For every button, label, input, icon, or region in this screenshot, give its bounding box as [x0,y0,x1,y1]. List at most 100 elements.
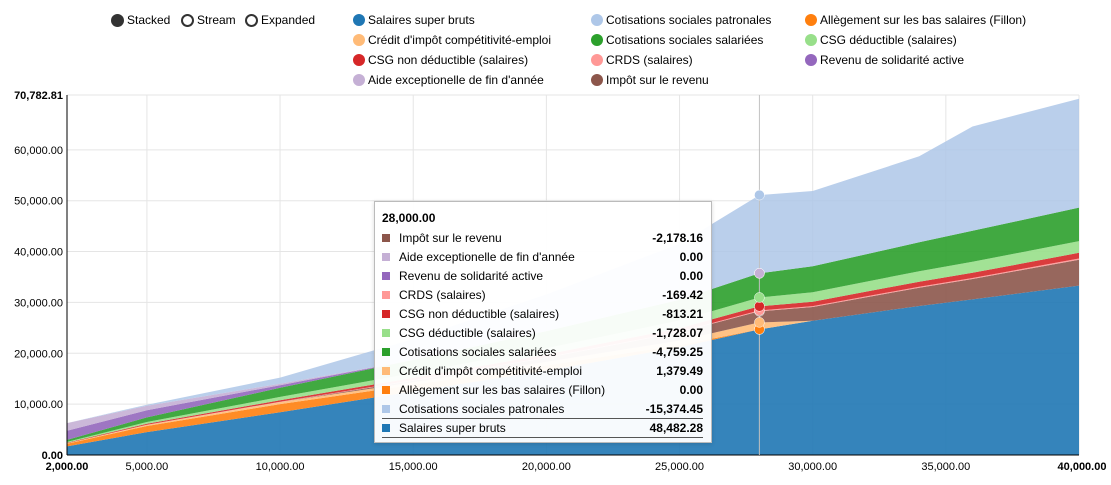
chart-tooltip: 28,000.00 Impôt sur le revenu -2,178.16 … [374,201,712,443]
legend-dot-icon [353,74,365,86]
hover-point-aide_fin_annee [754,268,765,279]
tooltip-row-label: CRDS (salaires) [399,288,486,302]
legend-dot-icon [353,14,365,26]
legend-dot-icon [591,14,603,26]
x-tick-label: 30,000.00 [788,461,837,473]
series-swatch-icon [382,386,390,394]
series-swatch-icon [382,291,390,299]
legend-item-aide-fin-annee[interactable]: Aide exceptionelle de fin d'année [353,72,544,88]
series-swatch-icon [382,253,390,261]
legend-item-salaires-super-bruts[interactable]: Salaires super bruts [353,12,475,28]
legend-dot-icon [591,34,603,46]
legend-item-rsa[interactable]: Revenu de solidarité active [805,52,964,68]
legend-dot-icon [591,54,603,66]
tooltip-row-label: Crédit d'impôt compétitivité-emploi [399,364,583,378]
legend-dot-icon [353,54,365,66]
tooltip-row: Cotisations sociales salariées -4,759.25 [382,343,703,361]
series-swatch-icon [382,234,390,242]
x-tick-label: 25,000.00 [655,461,704,473]
legend-dot-icon [805,14,817,26]
x-tick-label: 15,000.00 [389,461,438,473]
x-tick-label: 20,000.00 [522,461,571,473]
tooltip-row: Revenu de solidarité active 0.00 [382,267,703,285]
y-tick-label: 20,000.00 [14,348,63,360]
series-swatch-icon [382,329,390,337]
series-swatch-icon [382,367,390,375]
y-tick-label: 30,000.00 [14,297,63,309]
area-csg_non_deductible [67,252,1079,444]
y-tick-label: 60,000.00 [14,145,63,157]
legend-label: CRDS (salaires) [606,53,693,67]
tooltip-row-value: -2,178.16 [652,231,703,245]
stacked-radio[interactable]: Stacked [111,12,170,28]
series-swatch-icon [382,405,390,413]
tooltip-row-label: Cotisations sociales salariées [399,345,557,359]
expanded-label: Expanded [261,13,316,27]
radio-checked-icon [111,13,124,27]
area-csg_deductible [67,241,1079,443]
x-tick-label: 10,000.00 [256,461,305,473]
legend-label: Cotisations sociales patronales [606,13,772,27]
legend-item-csg-non-deductible[interactable]: CSG non déductible (salaires) [353,52,528,68]
x-tick-label: 35,000.00 [921,461,970,473]
stream-radio[interactable]: Stream [181,12,236,28]
tooltip-row-value: -813.21 [662,307,703,321]
legend-dot-icon [591,74,603,86]
tooltip-row-value: 0.00 [679,250,703,264]
area-cotisations_salariees [67,207,1079,442]
y-tick-label: 50,000.00 [14,196,63,208]
legend-label: Salaires super bruts [368,13,475,27]
legend-item-cice[interactable]: Crédit d'impôt compétitivité-emploi [353,32,551,48]
tooltip-row-label: Aide exceptionelle de fin d'année [399,250,575,264]
y-tick-label: 0.00 [42,450,63,462]
expanded-radio[interactable]: Expanded [245,12,315,28]
hover-point-cice [754,317,765,328]
legend-dot-icon [353,34,365,46]
tooltip-row-label: Cotisations sociales patronales [399,402,565,416]
tooltip-row-value: 0.00 [679,269,703,283]
tooltip-row: Allègement sur les bas salaires (Fillon)… [382,381,703,399]
legend-item-cotisations-patronales[interactable]: Cotisations sociales patronales [591,12,771,28]
series-swatch-icon [382,272,390,280]
legend-item-crds[interactable]: CRDS (salaires) [591,52,693,68]
tooltip-row-value: -169.42 [662,288,703,302]
legend-item-csg-deductible[interactable]: CSG déductible (salaires) [805,32,957,48]
radio-unchecked-icon [181,13,194,27]
hover-point-csg_deductible [754,292,765,303]
tooltip-row-highlighted: Salaires super bruts 48,482.28 [382,418,703,438]
tooltip-row: CRDS (salaires) -169.42 [382,286,703,304]
legend-label: Impôt sur le revenu [606,73,709,87]
legend-item-impot-revenu[interactable]: Impôt sur le revenu [591,72,709,88]
legend-item-cotisations-salariees[interactable]: Cotisations sociales salariées [591,32,763,48]
tooltip-row-value: 48,482.28 [649,421,703,435]
tooltip-row-value: 0.00 [679,383,703,397]
legend-dot-icon [805,34,817,46]
tooltip-row-value: 1,379.49 [656,364,703,378]
tooltip-row: Cotisations sociales patronales -15,374.… [382,400,703,418]
tooltip-row: Impôt sur le revenu -2,178.16 [382,229,703,247]
x-tick-label: 40,000.00 [1058,461,1107,473]
tooltip-row-label: Impôt sur le revenu [399,231,502,245]
x-tick-label: 5,000.00 [125,461,168,473]
tooltip-row-label: Allègement sur les bas salaires (Fillon) [399,383,606,397]
tooltip-row: Crédit d'impôt compétitivité-emploi 1,37… [382,362,703,380]
tooltip-row: CSG non déductible (salaires) -813.21 [382,305,703,323]
stream-label: Stream [197,13,236,27]
area-cotisations_patronales [67,98,1079,424]
series-swatch-icon [382,348,390,356]
tooltip-row-value: -4,759.25 [652,345,703,359]
radio-unchecked-icon [245,13,258,27]
tooltip-row-label: CSG non déductible (salaires) [399,307,560,321]
tooltip-row-value: -15,374.45 [645,402,703,416]
legend-label: Cotisations sociales salariées [606,33,764,47]
stacked-label: Stacked [127,13,171,27]
tooltip-row: CSG déductible (salaires) -1,728.07 [382,324,703,342]
hover-point-csg_non_deductible [754,301,765,312]
legend-item-fillon[interactable]: Allègement sur les bas salaires (Fillon) [805,12,1026,28]
tooltip-title: 28,000.00 [382,211,436,225]
series-swatch-icon [382,424,390,432]
tooltip-row-value: -1,728.07 [652,326,703,340]
series-swatch-icon [382,310,390,318]
tooltip-row-label: CSG déductible (salaires) [399,326,536,340]
legend-label: CSG déductible (salaires) [820,33,957,47]
